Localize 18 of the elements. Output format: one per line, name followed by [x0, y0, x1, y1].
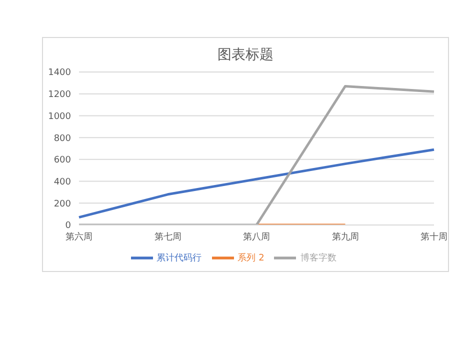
y-tick-label: 1000	[48, 112, 72, 122]
legend-label: 系列 2	[238, 253, 264, 264]
y-tick-label: 1400	[48, 68, 72, 78]
legend-label: 博客字数	[300, 253, 336, 264]
x-tick-label: 第八周	[243, 231, 270, 242]
x-tick-label: 第九周	[332, 231, 359, 242]
y-tick-label: 400	[54, 177, 72, 188]
chart-title: 图表标题	[216, 46, 274, 65]
y-tick-label: 1200	[48, 90, 72, 100]
x-tick-label: 第十周	[420, 231, 448, 242]
x-tick-label: 第七周	[154, 231, 182, 242]
y-tick-label: 0	[65, 221, 72, 232]
line-series	[78, 148, 436, 219]
y-tick-label: 200	[54, 199, 72, 210]
legend-label: 累计代码行	[156, 253, 202, 264]
y-tick-label: 800	[54, 134, 72, 144]
x-tick-label: 第六周	[66, 231, 92, 242]
y-tick-label: 600	[54, 156, 72, 166]
